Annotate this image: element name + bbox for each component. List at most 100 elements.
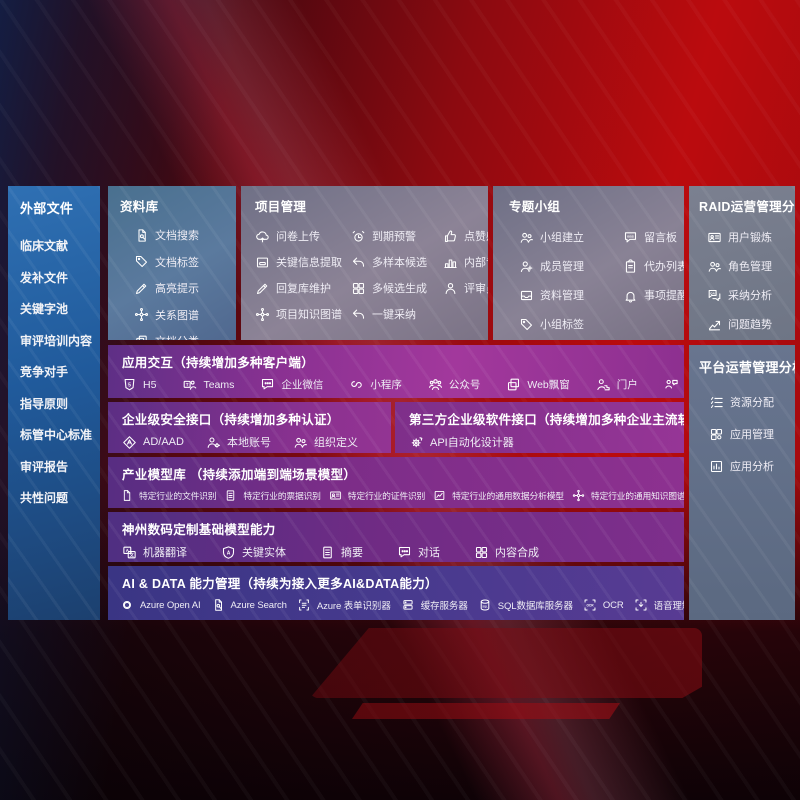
data-model-icon [434,490,445,501]
teams-icon: T [184,380,197,390]
feature-label: 关键信息提取 [276,257,342,269]
pencil-edit-icon [256,283,268,294]
feature-label: 缓存服务器 [420,601,468,612]
pencil-icon [135,283,147,294]
feature-label: 问卷上传 [276,231,320,243]
feature-data-model: 特定行业的通用数据分析模型 [433,489,564,502]
feature-api-designer: API自动化设计器 [409,434,514,450]
feature-label: SQL数据库服务器 [497,601,573,612]
dialog-dots-icon [398,546,411,557]
feature-label: 特定行业的通用知识图谱模型 [590,491,684,501]
feature-label: 特定行业的票据识别 [243,491,321,501]
app-interaction-title: 应用交互（持续增加多种客户端） [122,356,315,370]
feature-doc-search: 文档搜索 [134,227,236,243]
azure-search-icon [214,599,222,611]
feature-app-analysis: 应用分析 [709,458,795,474]
svg-text:文: 文 [130,551,135,558]
info-extract-icon [256,257,269,267]
feature-local-account: 本地账号 [206,434,271,450]
feature-label: 文档标签 [155,256,199,269]
feature-label: OCR [602,599,624,611]
feature-label: 应用管理 [730,429,774,441]
feature-label: 特定行业的文件识别 [139,491,217,501]
team-icon [520,232,533,243]
external-files-list: 临床文献 发补文件 关键字池 审评培训内容 竞争对手 指导原则 标管中心标准 审评报告 共性问题 [20,237,94,506]
feature-label: 点赞感谢 [464,231,488,243]
knowledge-graph-icon [134,307,149,322]
svg-text:BBS: BBS [627,234,634,238]
feature-label: 成员管理 [540,261,584,273]
feature-remind-bell: 事项提醒 [623,287,684,303]
feature-wecom: 企业微信 [260,377,323,392]
doc-stack-icon [136,335,147,340]
feature-label: AD/AAD [143,436,184,448]
industry-model-title: 产业模型库 （持续添加端到端场景模型） [122,468,357,482]
web-popup-icon [508,378,520,391]
ranking-icon [444,258,457,268]
external-files-panel: 外部文件 临床文献 发补文件 关键字池 审评培训内容 竞争对手 指导原则 标管中心标准 审评报… [8,186,100,620]
resource-list-icon [710,396,723,408]
feature-label: 文档搜索 [155,230,199,242]
feature-label: 回复库维护 [276,283,331,295]
base-model-row: 神州数码定制基础模型能力 A 文机器翻译 A 关键实体 摘要 对话 内容合成 [108,512,684,562]
feature-teams: T Teams [182,377,234,392]
project-graph-icon [255,307,270,321]
feature-org-define: 组织定义 [293,434,358,450]
feature-portal: 门户 [596,377,638,392]
feature-label: 企业微信 [281,379,324,391]
feature-ranking: 内部专家排名 [443,254,488,270]
feature-form-recognizer: Azure 表单识别器 [297,598,391,612]
multi-generate-icon [352,282,365,294]
ad-aad-icon [123,435,136,449]
feature-dialog: 对话 [664,377,684,392]
svg-text:T: T [186,382,189,387]
member-manage-icon [520,260,533,272]
platform-analysis-box: 平台运营管理分析 资源分配 应用管理 应用分析 [689,345,795,620]
feature-info-extract: 关键信息提取 [255,254,347,270]
feature-alarm: 到期预警 [351,228,439,244]
feature-label: 文档分类 [155,333,199,340]
topic-groups-items: 小组建立 BBS 留言板 成员管理 代办列表 资料管理 事项提醒 小组标签 [519,229,684,332]
feature-reviewer: 评审员画像 [443,280,488,296]
feature-id-card: 特定行业的证件识别 [329,489,425,502]
svg-text:A: A [126,547,130,552]
feature-h5: 5 H5 [122,377,156,392]
ai-data-title: AI & DATA 能力管理（持续为接入更多AI&DATA能力） [122,577,438,591]
feature-entity-shield: A 关键实体 [221,544,286,560]
sidebar-item: 竞争对手 [20,365,69,379]
feature-doc-invoice: 特定行业的票据识别 [224,489,321,502]
feature-label: 关系图谱 [155,309,199,322]
background-strip-shape [352,703,620,719]
data-library-box: 资料库 文档搜索文档标签高亮提示关系图谱文档分类 [108,186,236,340]
feature-label: 摘要 [341,547,363,559]
feature-azure-search: Azure Search [211,598,287,612]
feature-label: 角色管理 [728,261,772,273]
feature-label: 对话 [418,547,440,559]
feature-thumbs-up: 点赞感谢 [443,228,488,244]
thirdparty-interface-items: API自动化设计器 [395,428,684,450]
cache-server-icon [403,600,413,610]
feature-label: 机器翻译 [143,547,187,559]
one-click-adopt-icon [352,309,365,319]
security-interface-row: 企业级安全接口（持续增加多种认证） AD/AAD 本地账号 组织定义 [108,402,391,453]
thumbs-up-icon [444,230,456,242]
topic-groups-title: 专题小组 [509,200,561,214]
feature-label: 特定行业的通用数据分析模型 [452,491,564,501]
speech-icon [635,599,647,611]
bbs-icon: BBS [624,231,637,242]
doc-file-icon [123,490,131,501]
external-files-title: 外部文件 [20,201,74,216]
app-analysis-icon [710,460,723,472]
sidebar-item: 发补文件 [20,270,69,285]
ai-data-items: Azure Open AI Azure Search Azure 表单识别器 缓存服务… [108,592,684,612]
sidebar-item: 审评报告 [20,459,69,474]
feature-label: Azure Open AI [140,599,201,611]
feature-compose: 内容合成 [474,544,539,560]
platform-analysis-items: 资源分配 应用管理 应用分析 [709,394,795,474]
feature-role-manage: 角色管理 [707,258,795,274]
project-management-box: 项目管理 问卷上传 到期预警 点赞感谢关键信息提取 多样本候选 内部专家排名回复库维护 多… [241,186,488,340]
compose-icon [475,546,488,558]
feature-label: 评审员画像 [464,283,488,295]
app-interaction-items: 5 H5 T Teams 企业微信 小程序 公众号 Web飘窗 门户 对话 [108,371,684,392]
